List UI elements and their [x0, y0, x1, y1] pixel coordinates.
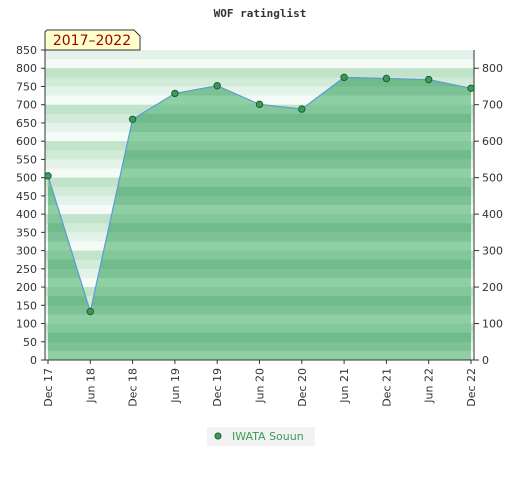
- area-band: [48, 177, 471, 188]
- left-tick-label: 300: [16, 245, 37, 258]
- right-tick-label: 400: [482, 208, 503, 221]
- period-badge: 2017–2022: [44, 29, 141, 51]
- background-band: [45, 59, 474, 69]
- right-tick-label: 500: [482, 172, 503, 185]
- area-band: [48, 168, 471, 178]
- left-tick-label: 800: [16, 62, 37, 75]
- left-tick-label: 500: [16, 172, 37, 185]
- x-tick-label: Dec 21: [380, 368, 393, 407]
- left-tick-label: 400: [16, 208, 37, 221]
- right-tick-label: 300: [482, 245, 503, 258]
- area-band: [48, 259, 471, 270]
- data-point: [425, 75, 433, 84]
- data-point: [298, 105, 306, 113]
- area-band: [48, 104, 471, 115]
- data-point: [171, 89, 179, 98]
- left-tick-label: 150: [16, 299, 37, 312]
- left-tick-label: 750: [16, 80, 37, 93]
- data-point: [382, 74, 391, 83]
- left-tick-label: 650: [16, 117, 37, 130]
- right-tick-label: 100: [482, 318, 503, 331]
- area-band: [48, 132, 471, 142]
- left-tick-label: 350: [16, 226, 37, 239]
- area-band: [48, 277, 471, 288]
- period-badge-shape: [44, 29, 141, 51]
- data-point: [44, 172, 52, 180]
- area-band: [48, 205, 471, 215]
- data-point: [128, 115, 137, 123]
- area-band: [48, 232, 471, 242]
- x-tick-label: Jun 18: [84, 368, 97, 404]
- area-band: [48, 268, 471, 279]
- area-band: [48, 186, 471, 197]
- area-band: [48, 287, 471, 297]
- left-tick-label: 550: [16, 153, 37, 166]
- background-band: [45, 77, 474, 87]
- area-band: [48, 159, 471, 169]
- left-y-axis: 0 50 100 150 200 250 300 350 400 450 500 550 600 650 7…: [16, 44, 45, 367]
- data-points: [44, 73, 475, 316]
- area-band: [48, 350, 471, 361]
- chart-title: WOF ratinglist: [214, 7, 307, 20]
- x-tick-label: Jun 20: [254, 368, 267, 404]
- area-band: [48, 296, 471, 306]
- area-band: [48, 141, 471, 151]
- left-tick-label: 200: [16, 281, 37, 294]
- x-tick-label: Dec 22: [465, 368, 478, 407]
- background-band: [45, 68, 474, 78]
- right-tick-label: 0: [482, 354, 489, 367]
- legend-series-name: IWATA Souun: [232, 430, 304, 443]
- area-band: [48, 323, 471, 333]
- right-tick-label: 600: [482, 135, 503, 148]
- background-band: [45, 50, 474, 60]
- x-tick-label: Dec 20: [296, 368, 309, 407]
- right-tick-label: 200: [482, 281, 503, 294]
- x-tick-label: Dec 18: [127, 368, 140, 407]
- x-tick-label: Dec 19: [211, 368, 224, 407]
- x-tick-label: Jun 22: [423, 368, 436, 404]
- left-tick-label: 100: [16, 318, 37, 331]
- data-point: [467, 84, 475, 92]
- left-tick-label: 600: [16, 135, 37, 148]
- data-point: [340, 73, 348, 82]
- x-tick-label: Jun 19: [169, 368, 182, 404]
- area-band: [48, 341, 471, 352]
- area-band: [48, 314, 471, 324]
- period-label: 2017–2022: [53, 33, 131, 49]
- data-point: [213, 82, 221, 90]
- left-tick-label: 700: [16, 99, 37, 112]
- area-band: [48, 122, 471, 133]
- area-band: [48, 223, 471, 233]
- area-band: [48, 332, 471, 343]
- area-band: [48, 150, 471, 160]
- area-band: [48, 250, 471, 261]
- left-tick-label: 0: [30, 354, 37, 367]
- right-tick-label: 700: [482, 99, 503, 112]
- left-tick-label: 50: [23, 336, 37, 349]
- area-band: [48, 305, 471, 315]
- left-tick-label: 250: [16, 263, 37, 276]
- legend: IWATA Souun: [207, 427, 315, 446]
- data-point: [255, 100, 264, 109]
- right-tick-label: 800: [482, 62, 503, 75]
- background-band: [45, 95, 474, 106]
- area-band: [48, 214, 471, 224]
- x-axis: Dec 17 Jun 18 Dec 18 Jun 19 Dec 19 Jun 20 Dec …: [42, 360, 478, 407]
- x-tick-label: Dec 17: [42, 368, 55, 407]
- legend-marker: [214, 432, 222, 440]
- left-tick-label: 450: [16, 190, 37, 203]
- legend-box: [207, 427, 315, 446]
- area-band: [48, 195, 471, 206]
- area-band: [48, 241, 471, 251]
- x-tick-label: Jun 21: [338, 368, 351, 404]
- right-y-axis: 0 100 200 300 400 500 600 700 800: [474, 62, 503, 367]
- background-band: [45, 86, 474, 96]
- area-band: [48, 113, 471, 124]
- data-point: [86, 307, 95, 316]
- left-tick-label: 850: [16, 44, 37, 57]
